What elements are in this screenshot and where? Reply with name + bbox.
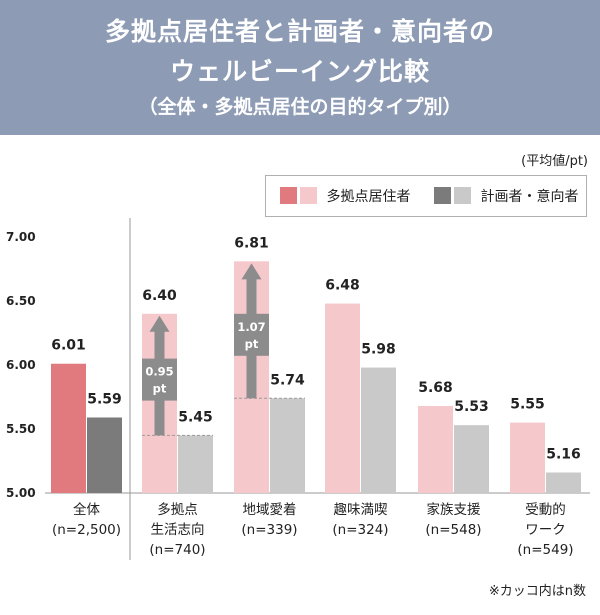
data-label-resident: 6.01 [51,338,86,354]
data-label-planner: 5.45 [178,409,213,425]
y-tick-label: 7.00 [6,230,36,244]
data-label-planner: 5.53 [454,399,489,415]
data-label-planner: 5.59 [87,391,122,407]
bar-planner [270,398,305,493]
legend-label-planner: 計画者・意向者 [480,189,579,205]
bar-planner [454,425,489,493]
data-label-resident: 5.68 [418,380,453,396]
title-line1: 多拠点居住者と計画者・意向者の [104,17,495,46]
bar-resident [51,363,86,493]
data-label-planner: 5.16 [546,447,581,463]
y-tick-label: 6.50 [6,294,36,308]
category-label: 趣味満喫 [334,502,388,518]
data-label-resident: 6.48 [325,278,360,294]
category-label: (n=2,500) [52,522,121,538]
bar-planner [87,417,122,493]
diff-arrowhead [149,315,170,332]
bar-resident [510,422,545,493]
subtitle: （全体・多拠点居住の目的タイプ別） [138,96,462,118]
title-line2: ウェルビーイング比較 [169,57,430,86]
bar-resident [325,303,360,493]
data-label-planner: 5.98 [361,342,396,358]
legend-swatch-planner-light [454,187,471,204]
legend-item-planner: 計画者・意向者 [434,186,578,206]
legend-swatch-resident-light [300,187,317,204]
category-label: 受動的 [525,502,566,518]
bar-planner [361,367,396,493]
diff-label-box [234,313,269,356]
diff-unit-label: pt [153,382,167,396]
category-label: ワーク [525,522,566,538]
category-label: (n=549) [517,542,573,558]
data-label-planner: 5.74 [270,372,305,388]
diff-value-label: 1.07 [237,320,265,334]
legend-swatch-planner-dark [434,187,451,204]
diff-arrowhead [241,263,262,280]
legend-label-resident: 多拠点居住者 [326,189,411,205]
y-tick-label: 6.00 [6,358,36,372]
category-label: (n=548) [425,522,481,538]
unit-label: (平均値/pt) [521,154,588,169]
category-label: (n=339) [241,522,297,538]
bar-resident [418,405,453,493]
category-label: 全体 [73,501,100,518]
bar-planner [178,435,213,493]
legend: 多拠点居住者 計画者・意向者 [265,175,587,217]
data-label-resident: 6.40 [142,288,177,304]
y-tick-label: 5.00 [6,486,36,500]
diff-unit-label: pt [245,337,259,351]
diff-label-box [142,358,177,401]
legend-swatch-resident-dark [280,187,297,204]
category-label: 家族支援 [427,501,481,518]
legend-item-resident: 多拠点居住者 [280,186,410,206]
data-label-resident: 6.81 [234,235,269,251]
category-label: 地域愛着 [243,501,297,518]
category-label: (n=324) [332,522,388,538]
category-label: 生活志向 [151,522,205,538]
category-label: (n=740) [149,542,205,558]
category-label: 多拠点 [157,501,198,518]
y-tick-label: 5.50 [6,422,36,436]
data-label-resident: 5.55 [510,397,545,413]
header-banner: 多拠点居住者と計画者・意向者の ウェルビーイング比較 （全体・多拠点居住の目的タ… [0,0,600,135]
diff-value-label: 0.95 [145,365,173,379]
bar-planner [546,472,581,493]
footnote: ※カッコ内はn数 [488,584,586,599]
